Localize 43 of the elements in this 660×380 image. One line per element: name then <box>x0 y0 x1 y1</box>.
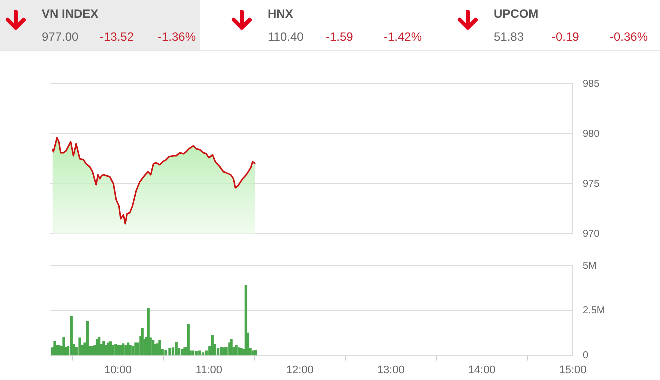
text: 110.40 <box>268 30 304 44</box>
bar <box>216 348 220 356</box>
bar <box>62 337 66 356</box>
bar <box>235 345 238 356</box>
x-tick-label: 11:00 <box>196 364 223 376</box>
bar <box>152 340 155 356</box>
text: -1.59 <box>326 30 354 44</box>
y-tick-label: 975 <box>583 178 600 190</box>
x-tick-label: 15:00 <box>559 364 587 376</box>
x-tick-label: 13:00 <box>377 364 405 376</box>
text: VN INDEX <box>42 7 99 21</box>
text: -13.52 <box>100 30 134 44</box>
bar <box>164 350 168 356</box>
bar <box>78 338 82 356</box>
bar <box>195 352 198 356</box>
y-tick-label: 0 <box>583 350 589 362</box>
y-tick-label: 985 <box>583 78 600 90</box>
text: -1.42% <box>384 30 422 44</box>
text: 977.00 <box>42 30 79 44</box>
bar <box>187 324 190 356</box>
text: -1.36% <box>158 30 196 44</box>
text: -0.19 <box>552 30 580 44</box>
bar <box>158 340 162 356</box>
text: -0.36% <box>610 30 648 44</box>
bar <box>230 339 233 356</box>
bar <box>54 341 56 356</box>
x-tick-label: 14:00 <box>468 364 496 376</box>
bar <box>175 342 178 356</box>
bar <box>220 347 223 356</box>
bar <box>102 341 106 356</box>
bar <box>168 348 172 356</box>
x-tick-label: 10:00 <box>104 364 132 376</box>
text: HNX <box>268 7 294 21</box>
text: UPCOM <box>494 7 539 21</box>
y-tick-label: 5M <box>583 260 597 272</box>
text: 51.83 <box>494 30 524 44</box>
y-tick-label: 970 <box>583 228 600 240</box>
y-tick-label: 2.5M <box>583 306 606 317</box>
y-tick-label: 980 <box>583 128 600 140</box>
bar <box>240 348 243 356</box>
bar <box>222 348 226 356</box>
x-tick-label: 12:00 <box>286 364 314 376</box>
bar <box>202 352 205 356</box>
